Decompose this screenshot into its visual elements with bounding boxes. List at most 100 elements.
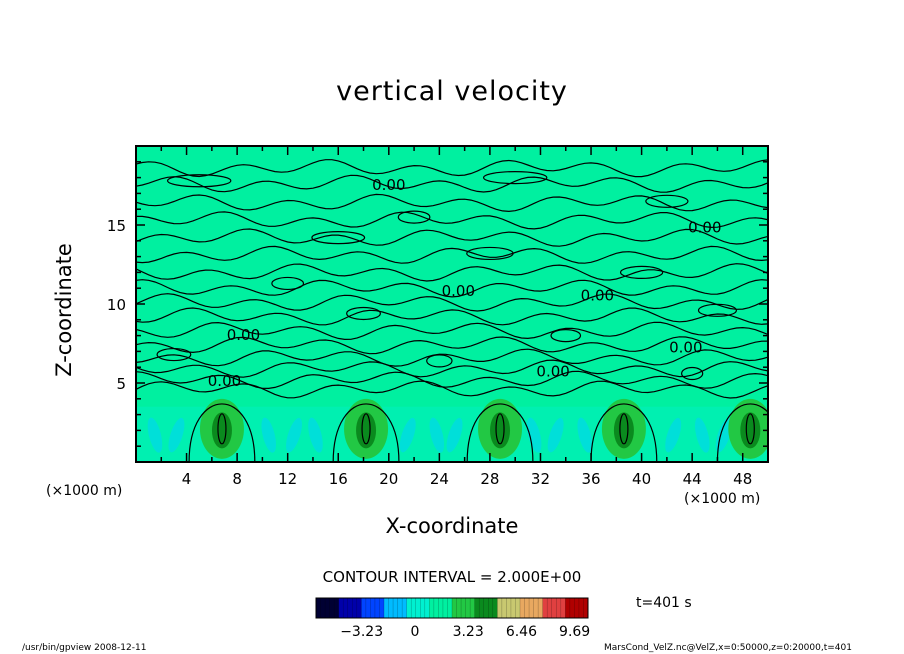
- contour-updraft-core: [495, 413, 505, 445]
- x-tick-label: 16: [329, 470, 348, 488]
- downdraft-streak: [715, 417, 732, 453]
- colorbar-swatch: [429, 598, 453, 618]
- downdraft-streak: [526, 417, 542, 453]
- contour-updraft-arch: [590, 403, 658, 462]
- contour-label: 0.00: [442, 282, 475, 300]
- y-tick-label: 10: [107, 296, 126, 314]
- downdraft-streak: [695, 417, 710, 453]
- x-tick-label: 32: [531, 470, 550, 488]
- contour-updraft-arch: [332, 403, 400, 462]
- contour-cell: [166, 174, 232, 188]
- colorbar-swatch: [316, 598, 340, 618]
- contour-cell: [619, 265, 664, 279]
- contour-updraft-arch: [716, 403, 768, 462]
- colorbar-tick-label: 3.23: [453, 624, 484, 640]
- downdraft-streak: [168, 417, 185, 453]
- contour-label: 0.00: [581, 287, 614, 305]
- colorbar-tick-label: 9.69: [559, 624, 590, 640]
- downdraft-streak: [308, 417, 323, 453]
- colorbar-swatch: [338, 598, 362, 618]
- updraft-core-inner: [211, 412, 232, 449]
- contour-cell: [697, 303, 737, 317]
- contour-cell: [483, 171, 548, 185]
- colorbar: −3.23 0 3.23 6.46 9.69: [315, 597, 590, 640]
- footer-file-info: MarsCond_VelZ.nc@VelZ,x=0:50000,z=0:2000…: [604, 643, 852, 653]
- contour-line: [136, 211, 768, 230]
- colorbar-swatch: [384, 598, 408, 618]
- downdraft-streak: [286, 417, 302, 453]
- colorbar-tick-label: 6.46: [506, 624, 537, 640]
- chart-title: vertical velocity: [336, 76, 568, 107]
- contour-line: [136, 321, 768, 341]
- x-tick-label: 44: [683, 470, 702, 488]
- contour-line: [136, 380, 768, 399]
- contour-label: 0.00: [227, 326, 260, 344]
- contour-label: 0.00: [372, 176, 405, 194]
- plot-background: [136, 146, 768, 462]
- x-tick-label: 20: [379, 470, 398, 488]
- x-tick-label: 28: [480, 470, 499, 488]
- x-unit-label-left: (×1000 m): [46, 483, 123, 499]
- contour-updraft-core: [745, 413, 755, 445]
- contour-updraft-core: [217, 413, 227, 445]
- colorbar-tick-label: −3.23: [340, 624, 383, 640]
- contour-line: [136, 159, 768, 178]
- updraft-core-inner: [490, 412, 511, 449]
- contour-line: [136, 228, 768, 247]
- colorbar-swatch: [406, 598, 430, 618]
- x-unit-label-right: (×1000 m): [684, 491, 761, 507]
- x-tick-label: 40: [632, 470, 651, 488]
- contour-line: [136, 193, 768, 213]
- y-axis-label: Z-coordinate: [52, 243, 76, 377]
- colorbar-tick-label: 0: [410, 624, 419, 640]
- x-tick-label: 48: [733, 470, 752, 488]
- downdraft-streak: [147, 417, 163, 453]
- updraft-core-inner: [356, 412, 377, 449]
- contour-cell: [311, 231, 366, 245]
- colorbar-swatch: [520, 598, 544, 618]
- colorbar-swatch: [474, 598, 498, 618]
- x-tick-label: 24: [430, 470, 449, 488]
- contour-line: [136, 359, 768, 378]
- contour-cell: [346, 306, 381, 321]
- colorbar-swatch: [452, 598, 476, 618]
- contour-label: 0.00: [536, 362, 569, 380]
- downdraft-streak: [261, 417, 276, 453]
- footer-program-date: /usr/bin/gpview 2008-12-11: [22, 643, 147, 653]
- contour-updraft-core: [361, 413, 371, 445]
- contour-cell: [550, 329, 582, 343]
- downdraft-streak: [547, 417, 564, 453]
- updraft-core-inner: [613, 412, 634, 449]
- x-axis-ticks: 4 8 12 16 20 24 28 32 36 40 44 48: [160, 146, 769, 488]
- contour-line: [136, 174, 768, 193]
- x-axis-label: X-coordinate: [385, 514, 519, 538]
- time-label: t=401 s: [636, 595, 692, 611]
- x-tick-label: 12: [278, 470, 297, 488]
- contour-label: 0.00: [688, 219, 721, 237]
- y-tick-label: 5: [116, 375, 126, 393]
- contour-line: [136, 307, 768, 326]
- updraft-core-inner: [740, 412, 761, 449]
- colorbar-swatch: [497, 598, 521, 618]
- x-tick-label: 36: [581, 470, 600, 488]
- contour-cell: [156, 347, 192, 362]
- downdraft-streak: [399, 417, 416, 453]
- contour-label: 0.00: [208, 372, 241, 390]
- x-tick-label: 8: [232, 470, 242, 488]
- downdraft-streak: [665, 417, 682, 453]
- contour-line: [136, 370, 768, 390]
- contour-cell: [271, 276, 305, 291]
- contour-updraft-arch: [466, 403, 534, 462]
- downdraft-streak: [446, 417, 463, 453]
- contour-cell: [645, 194, 689, 208]
- velocity-field: [136, 398, 768, 462]
- contour-line: [136, 245, 768, 264]
- y-axis-ticks: 5 10 15: [107, 161, 768, 447]
- contour-label: 0.00: [669, 339, 702, 357]
- contour-cell: [681, 366, 704, 381]
- colorbar-swatch: [542, 598, 566, 618]
- contour-updraft-core: [619, 413, 629, 445]
- contour-updraft-arch: [188, 403, 256, 462]
- contour-line: [136, 336, 768, 355]
